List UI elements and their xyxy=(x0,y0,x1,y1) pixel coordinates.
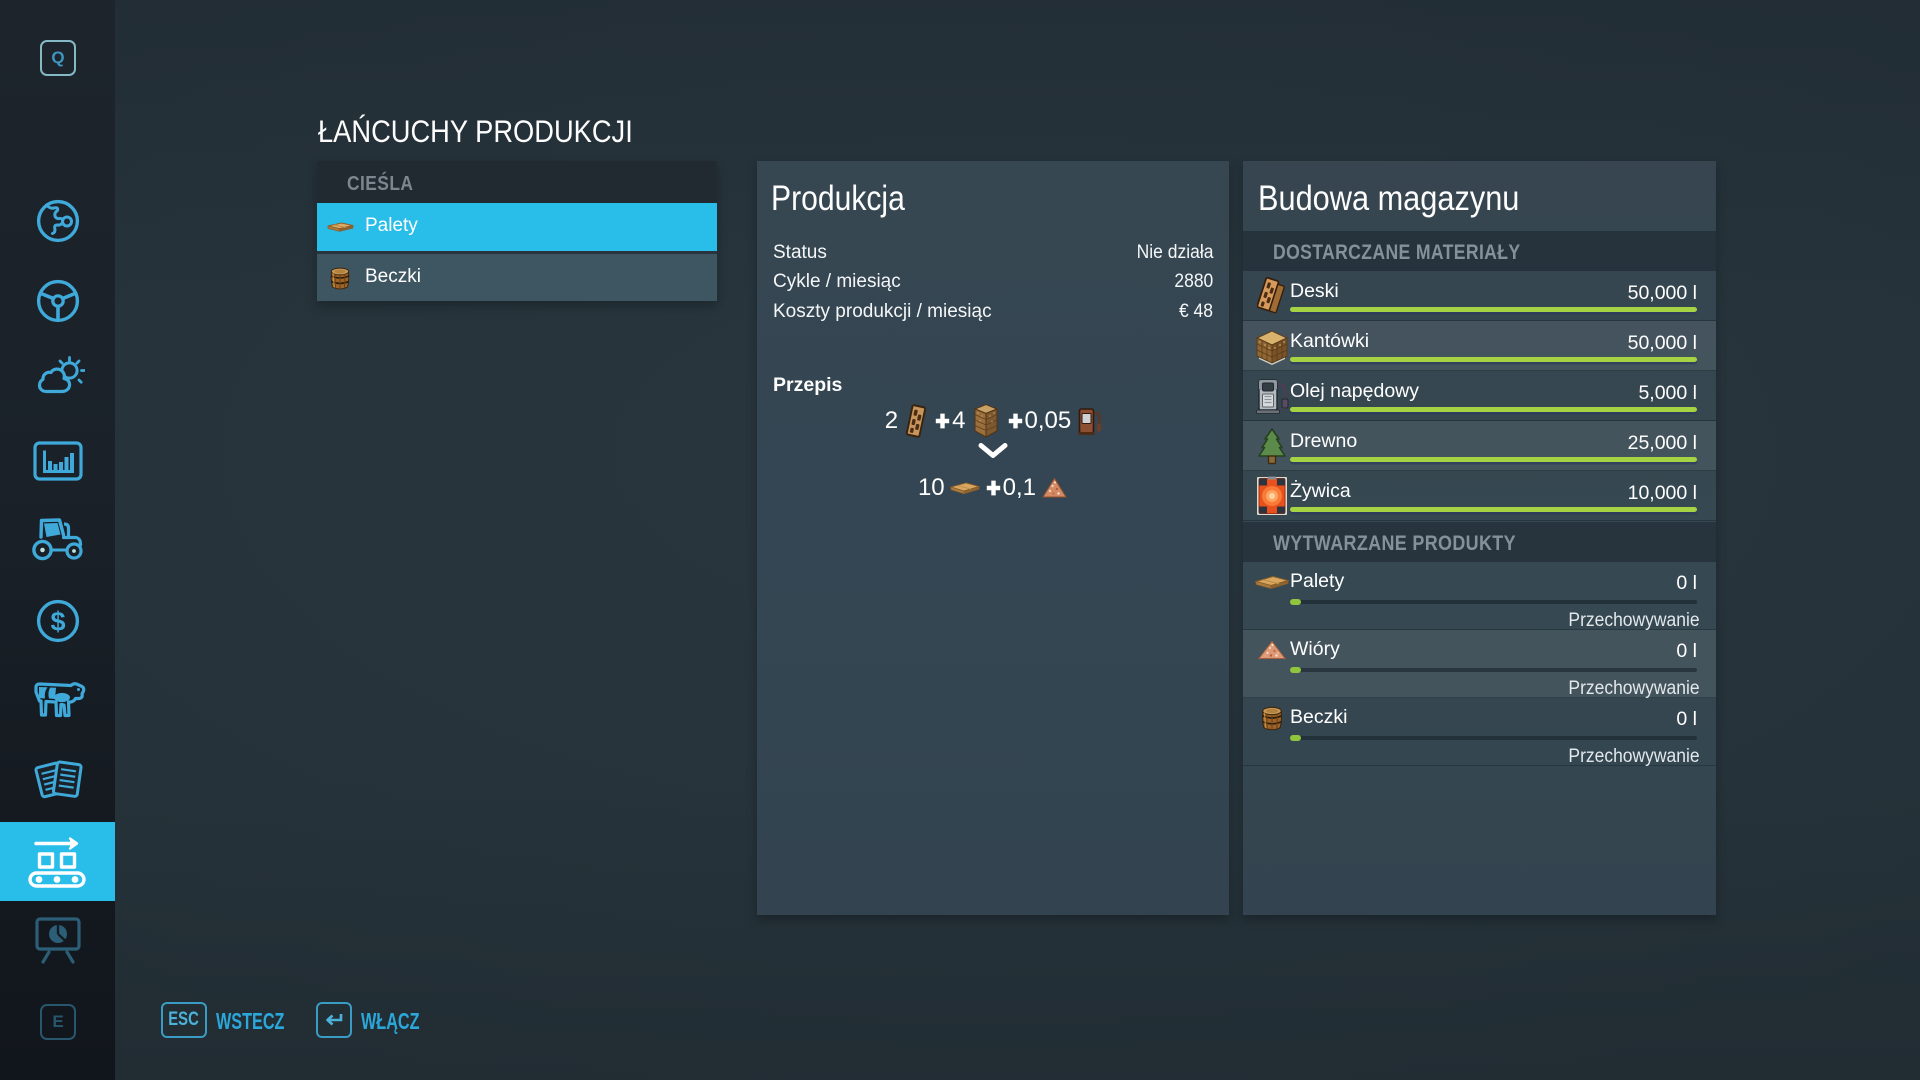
svg-text:$: $ xyxy=(50,607,65,637)
